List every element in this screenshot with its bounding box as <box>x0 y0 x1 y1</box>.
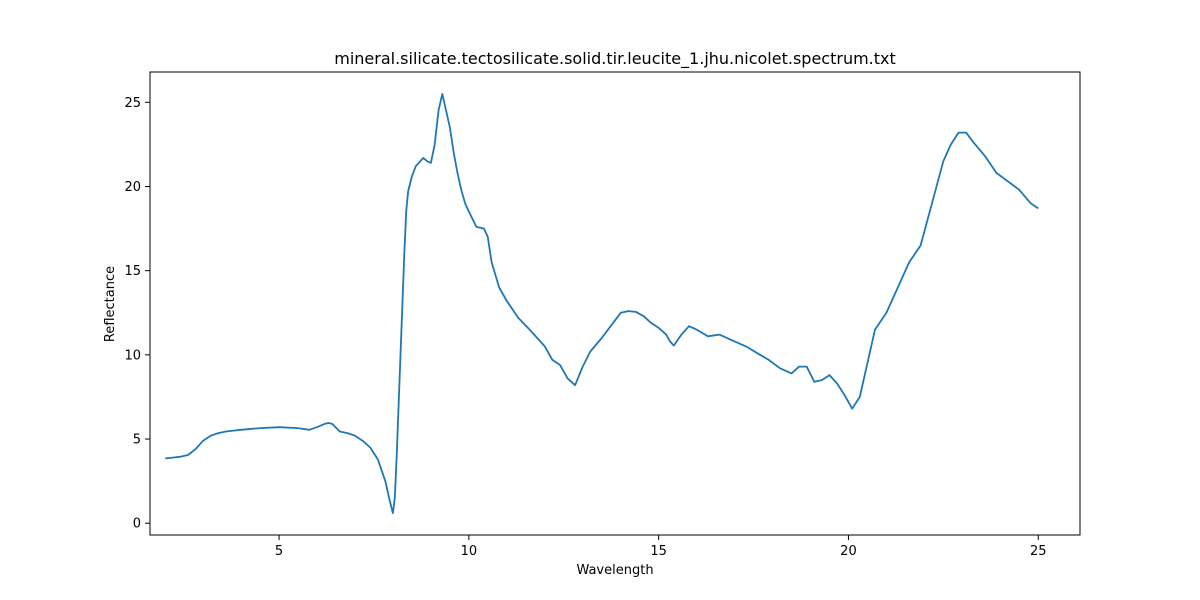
chart-title: mineral.silicate.tectosilicate.solid.tir… <box>334 49 896 69</box>
y-tick-label: 20 <box>124 180 141 195</box>
x-axis-label: Wavelength <box>576 563 653 578</box>
y-tick-label: 15 <box>124 264 141 279</box>
plot-frame <box>149 71 1081 536</box>
x-tick-label: 10 <box>461 544 478 559</box>
y-axis-label: Reflectance <box>103 266 118 342</box>
x-tick-label: 20 <box>840 544 857 559</box>
y-tick-label: 5 <box>133 433 141 448</box>
spectrum-line <box>165 93 1039 514</box>
y-tick-label: 0 <box>133 517 141 532</box>
x-tick-label: 25 <box>1030 544 1047 559</box>
y-tick-label: 10 <box>124 348 141 363</box>
y-tick-label: 25 <box>124 96 141 111</box>
plot-area <box>150 72 1080 535</box>
x-tick-label: 15 <box>650 544 667 559</box>
x-tick-label: 5 <box>275 544 283 559</box>
